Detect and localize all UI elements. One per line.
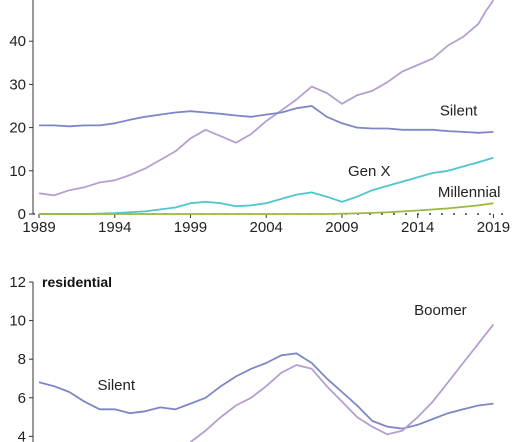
y-tick-label: 4: [18, 428, 26, 442]
x-tick-label: 1994: [98, 219, 131, 236]
series-line-gen-x: [39, 156, 494, 215]
chart-panel-bottom: 4 6 8 10 12 residential Boomer Silent: [9, 274, 495, 442]
x-tick-label: 2004: [250, 219, 283, 236]
y-tick-label: 20: [9, 120, 26, 137]
series-label-silent: Silent: [97, 377, 135, 394]
x-tick-label: 1989: [22, 219, 55, 236]
y-tick-label: 40: [9, 33, 26, 50]
x-tick-label: 1999: [174, 219, 207, 236]
x-tick-label: 2009: [325, 219, 358, 236]
series-label-boomer: Boomer: [414, 302, 467, 319]
series-label-silent: Silent: [440, 103, 478, 120]
series-line-boomer: [189, 323, 495, 442]
series-line-silent: [38, 352, 494, 430]
x-tick-label: 2014: [401, 219, 434, 236]
chart-title: residential: [42, 274, 112, 290]
series-line-millennial: [39, 202, 494, 215]
chart-panel-top: 0102030401989199419992004200920142019Boo…: [9, 0, 510, 236]
y-tick-label: 12: [9, 274, 26, 291]
series-line-boomer: [38, 0, 495, 197]
x-tick-label: 2019: [477, 219, 510, 236]
y-tick-label: 0: [18, 206, 26, 223]
series-line-silent: [39, 105, 494, 134]
y-tick-label: 8: [18, 351, 26, 368]
y-tick-label: 10: [9, 163, 26, 180]
series-label-gen-x: Gen X: [348, 163, 391, 180]
y-tick-label: 10: [9, 313, 26, 330]
y-tick-label: 6: [18, 390, 26, 407]
series-label-millennial: Millennial: [438, 184, 501, 201]
y-tick-label: 30: [9, 76, 26, 93]
